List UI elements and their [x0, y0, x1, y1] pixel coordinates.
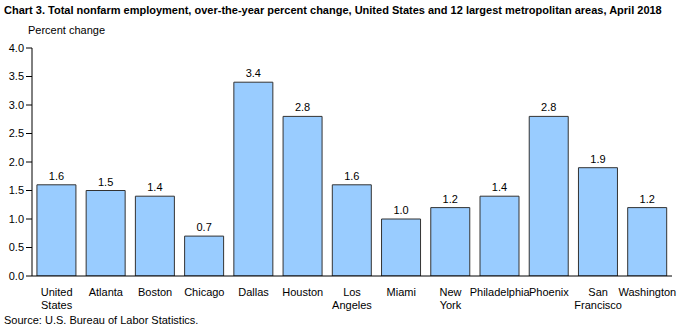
svg-text:1.0: 1.0: [9, 213, 24, 225]
svg-text:1.0: 1.0: [393, 204, 408, 216]
svg-text:3.0: 3.0: [9, 99, 24, 111]
svg-text:1.6: 1.6: [49, 170, 64, 182]
html-text:Percent change: Percent change: [28, 24, 106, 36]
svg-text:1.5: 1.5: [98, 176, 113, 188]
svg-text:4.0: 4.0: [9, 42, 24, 54]
svg-text:LosAngeles: LosAngeles: [332, 286, 372, 311]
html-text:Chart 3. Total nonfarm employm: Chart 3. Total nonfarm employment, over-…: [4, 4, 662, 16]
svg-text:Dallas: Dallas: [238, 286, 269, 298]
svg-text:3.5: 3.5: [9, 70, 24, 82]
svg-text:2.8: 2.8: [295, 101, 310, 113]
svg-text:Boston: Boston: [138, 286, 172, 298]
html-text:Source: U.S. Bureau of Labor S: Source: U.S. Bureau of Labor Statistics.: [4, 314, 199, 326]
svg-text:1.4: 1.4: [492, 181, 507, 193]
svg-text:Houston: Houston: [282, 286, 323, 298]
svg-text:2.5: 2.5: [9, 127, 24, 139]
svg-text:0.7: 0.7: [196, 221, 211, 233]
svg-text:1.2: 1.2: [443, 193, 458, 205]
svg-text:Washington: Washington: [619, 286, 672, 298]
svg-text:1.5: 1.5: [9, 184, 24, 196]
svg-text:1.2: 1.2: [640, 193, 655, 205]
svg-text:Philadelphia: Philadelphia: [470, 286, 531, 298]
svg-text:1.6: 1.6: [344, 170, 359, 182]
svg-text:2.0: 2.0: [9, 156, 24, 168]
svg-text:0.0: 0.0: [9, 270, 24, 282]
svg-text:UnitedStates: UnitedStates: [41, 286, 73, 311]
svg-text:3.4: 3.4: [246, 67, 261, 79]
svg-text:Chicago: Chicago: [184, 286, 224, 298]
svg-text:2.8: 2.8: [541, 101, 556, 113]
svg-text:0.5: 0.5: [9, 241, 24, 253]
svg-text:1.9: 1.9: [590, 153, 605, 165]
svg-text:NewYork: NewYork: [439, 286, 461, 311]
svg-text:SanFrancisco: SanFrancisco: [574, 286, 622, 311]
svg-text:Atlanta: Atlanta: [89, 286, 124, 298]
svg-text:1.4: 1.4: [147, 181, 162, 193]
svg-text:Phoenix: Phoenix: [529, 286, 569, 298]
svg-text:Miami: Miami: [387, 286, 416, 298]
